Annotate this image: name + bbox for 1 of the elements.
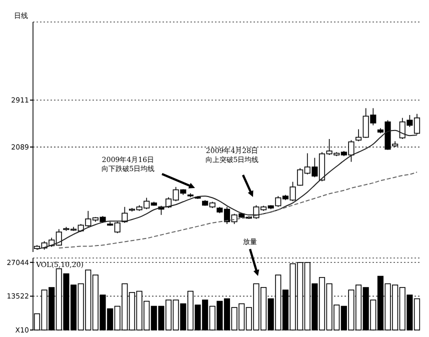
line-series [58,172,418,249]
